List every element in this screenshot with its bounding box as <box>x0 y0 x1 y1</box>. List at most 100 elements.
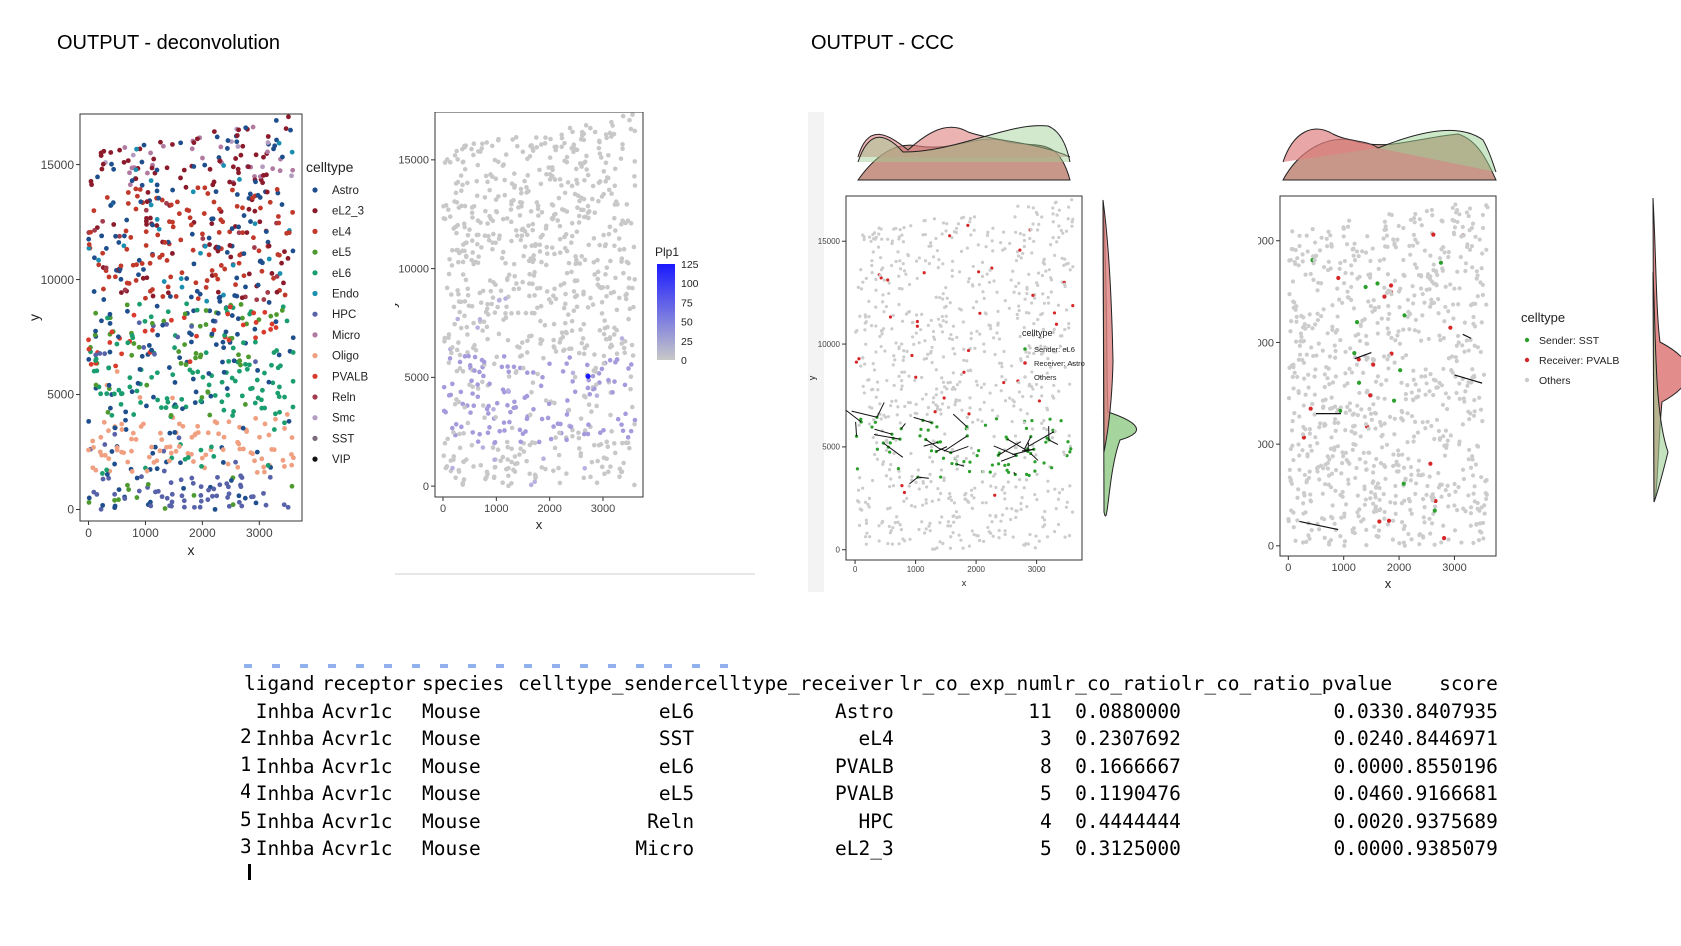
data-point <box>590 302 596 307</box>
other-point <box>904 272 908 276</box>
legend-marker <box>312 228 318 234</box>
data-point <box>255 367 261 373</box>
other-point <box>1292 411 1297 416</box>
other-point <box>942 476 946 480</box>
sender-point <box>1030 419 1034 423</box>
data-point <box>241 273 247 279</box>
other-point <box>950 337 955 342</box>
other-point <box>1359 407 1364 412</box>
data-point <box>556 195 562 201</box>
data-point <box>151 394 156 400</box>
other-point <box>1367 275 1373 280</box>
data-point <box>601 427 606 433</box>
data-point <box>515 143 520 149</box>
other-point <box>891 313 895 318</box>
other-point <box>1318 421 1323 426</box>
other-point <box>878 402 882 406</box>
other-point <box>1357 338 1363 344</box>
other-point <box>1342 383 1347 388</box>
data-point <box>579 164 584 169</box>
data-point <box>568 424 574 429</box>
data-point <box>216 244 221 250</box>
lr-result-table: ligand receptor species celltype_sender cell… <box>244 670 1498 863</box>
data-point <box>529 389 534 395</box>
data-point <box>607 345 613 350</box>
data-point <box>551 212 557 218</box>
data-point <box>101 297 107 302</box>
other-point <box>1040 421 1044 425</box>
x-tick-label: 0 <box>1285 562 1291 574</box>
data-point <box>191 493 197 498</box>
data-point <box>136 257 142 263</box>
data-point <box>254 449 260 455</box>
data-point <box>194 136 200 142</box>
other-point <box>1039 385 1044 389</box>
data-point <box>109 412 115 418</box>
sender-point <box>941 456 946 460</box>
other-point <box>1045 428 1049 432</box>
other-point <box>1466 447 1472 452</box>
data-point <box>608 412 613 418</box>
other-point <box>1033 492 1037 497</box>
other-point <box>980 501 985 505</box>
data-point <box>618 469 624 475</box>
other-point <box>1423 367 1428 372</box>
other-point <box>1374 485 1379 490</box>
other-point <box>1356 254 1361 259</box>
data-point <box>218 144 224 150</box>
other-point <box>874 288 878 292</box>
x-tick-label: 3000 <box>591 503 615 515</box>
data-point <box>592 352 597 357</box>
other-point <box>1035 228 1040 232</box>
data-point <box>509 311 514 316</box>
data-point <box>462 404 467 410</box>
other-point <box>1443 304 1448 310</box>
other-point <box>1452 218 1457 223</box>
x-tick-label: 1000 <box>1331 562 1355 574</box>
data-point <box>154 303 160 309</box>
other-point <box>1012 404 1016 408</box>
data-point <box>562 140 567 146</box>
other-point <box>1436 428 1442 434</box>
other-point <box>1392 241 1397 246</box>
data-point <box>621 460 626 466</box>
table-row: Inhba Acvr1c Mouse Micro eL2_3 5 0.3125000 0.00… <box>244 835 1498 863</box>
other-point <box>901 240 906 244</box>
legend-marker <box>312 435 318 441</box>
other-point <box>955 516 959 520</box>
data-point <box>206 487 211 493</box>
data-point <box>597 430 603 435</box>
other-point <box>964 456 968 461</box>
data-point <box>160 322 166 328</box>
other-point <box>1292 300 1297 305</box>
other-point <box>926 406 931 410</box>
table-cell: Mouse <box>422 809 481 833</box>
data-point <box>150 252 156 258</box>
other-point <box>1307 427 1312 432</box>
data-point <box>158 139 163 145</box>
other-point <box>1462 399 1467 404</box>
other-point <box>996 414 1000 418</box>
other-point <box>1343 371 1348 376</box>
data-point <box>543 135 548 140</box>
other-point <box>951 324 956 328</box>
other-point <box>1003 532 1007 537</box>
other-point <box>1330 454 1335 459</box>
data-point <box>590 196 595 202</box>
other-point <box>944 229 948 233</box>
interaction-arrow <box>874 428 893 435</box>
other-point <box>995 290 999 294</box>
other-point <box>1332 521 1337 526</box>
data-point <box>102 351 108 357</box>
data-point <box>151 156 157 162</box>
other-point <box>1300 432 1306 437</box>
data-point <box>203 322 209 327</box>
data-point <box>200 374 206 380</box>
other-point <box>1436 311 1441 316</box>
data-point <box>156 195 162 201</box>
data-point <box>127 384 133 390</box>
data-point <box>142 318 148 324</box>
other-point <box>1473 301 1478 306</box>
data-point <box>506 272 512 278</box>
other-point <box>1375 481 1381 486</box>
